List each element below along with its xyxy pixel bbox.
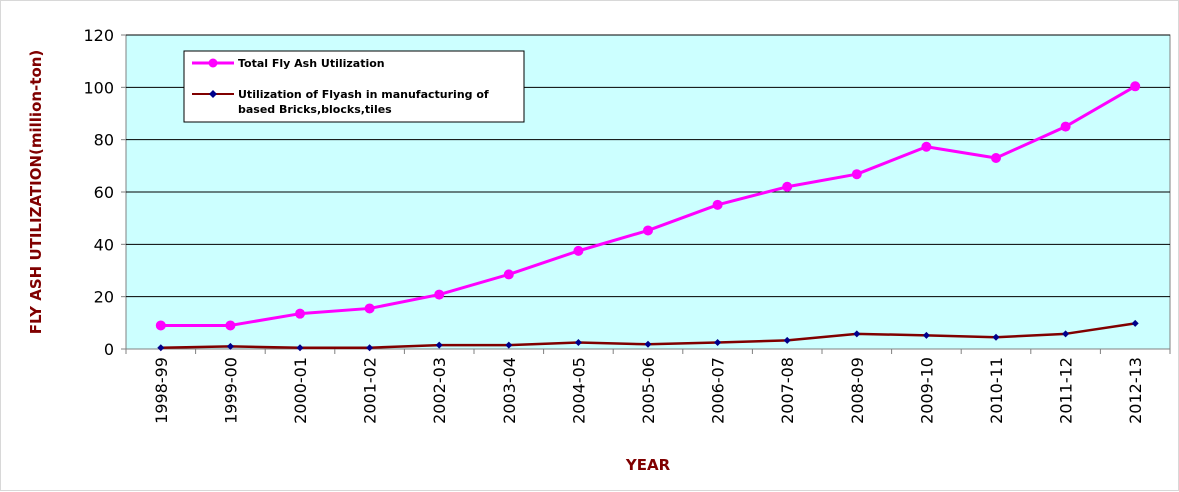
x-tick-label: 2010-11: [987, 357, 1006, 424]
y-tick-label: 60: [94, 183, 114, 202]
y-tick-label: 20: [94, 288, 114, 307]
data-point: [1130, 81, 1140, 91]
y-axis-title: FLY ASH UTILIZATION(million-ton): [27, 50, 45, 335]
data-point: [921, 142, 931, 152]
data-point: [504, 269, 514, 279]
legend-label-total: Total Fly Ash Utilization: [238, 57, 385, 70]
y-axis: 0 20 40 60 80 100 120: [83, 26, 126, 359]
data-point: [434, 290, 444, 300]
data-point: [295, 309, 305, 319]
legend-marker-total: [209, 59, 218, 68]
x-tick-label: 2005-06: [639, 357, 658, 424]
x-tick-label: 2000-01: [291, 357, 310, 424]
x-tick-label: 2006-07: [709, 357, 728, 424]
x-tick-label: 2001-02: [361, 357, 380, 424]
data-point: [991, 153, 1001, 163]
y-tick-label: 100: [83, 78, 114, 97]
x-tick-label: 2009-10: [917, 357, 936, 424]
legend: Total Fly Ash Utilization Utilization of…: [184, 51, 524, 122]
x-tick-label: 2002-03: [430, 357, 449, 424]
data-point: [573, 246, 583, 256]
data-point: [1061, 122, 1071, 132]
data-point: [643, 225, 653, 235]
x-tick-label: 2011-12: [1057, 357, 1076, 424]
x-axis-title: YEAR: [625, 456, 671, 474]
data-point: [713, 200, 723, 210]
x-tick-label: 2004-05: [569, 357, 588, 424]
y-tick-label: 40: [94, 235, 114, 254]
x-tick-label: 2008-09: [848, 357, 867, 424]
data-point: [365, 303, 375, 313]
x-tick-label: 2007-08: [778, 357, 797, 424]
legend-label-bricks-line2: based Bricks,blocks,tiles: [238, 103, 392, 116]
legend-label-bricks-line1: Utilization of Flyash in manufacturing o…: [238, 88, 489, 101]
x-tick-label: 1998-99: [152, 357, 171, 424]
y-tick-label: 120: [83, 26, 114, 45]
data-point: [852, 169, 862, 179]
data-point: [225, 320, 235, 330]
x-tick-label: 2003-04: [500, 357, 519, 424]
data-point: [782, 182, 792, 192]
y-tick-label: 0: [104, 340, 114, 359]
y-tick-label: 80: [94, 131, 114, 150]
x-tick-label: 1999-00: [221, 357, 240, 424]
x-tick-label: 2012-13: [1126, 357, 1145, 424]
x-axis: 1998-99 1999-00 2000-01 2001-02 2002-03 2003-…: [126, 349, 1170, 424]
data-point: [156, 320, 166, 330]
